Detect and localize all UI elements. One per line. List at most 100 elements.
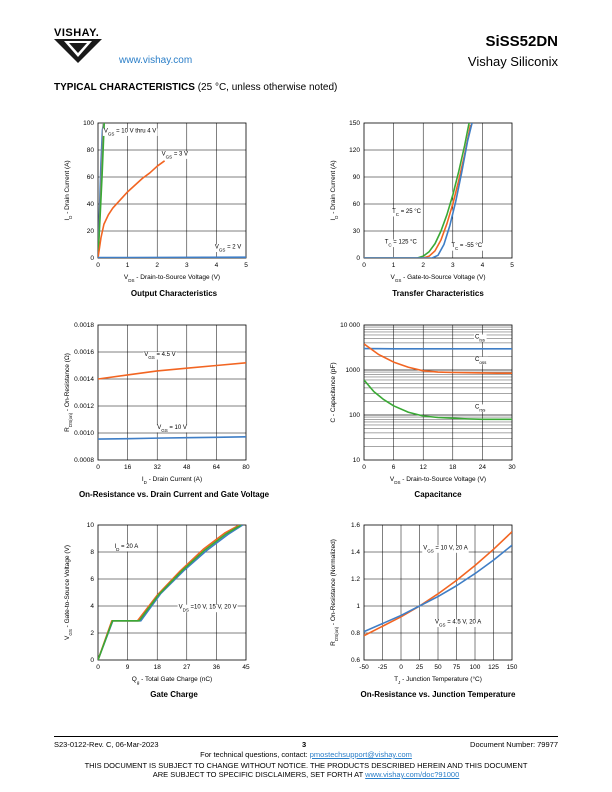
vishay-logo-mark bbox=[54, 39, 102, 63]
y-tick-label: 0.0018 bbox=[74, 322, 94, 329]
x-tick-label: 0 bbox=[96, 262, 100, 269]
chart-gate-charge: 0 9 18 27 36 45 0 2 4 6 8 10 Qg - Total Gate Charge … bbox=[64, 522, 250, 684]
y-tick-label: 0.6 bbox=[351, 657, 360, 664]
annotation-bg bbox=[156, 424, 188, 433]
plot-frame bbox=[97, 122, 247, 259]
annotation-bg bbox=[143, 352, 177, 360]
y-tick-label: 150 bbox=[349, 120, 360, 127]
plot-frame bbox=[363, 324, 513, 461]
y-axis-label: RDS(on) - On-Resistance (Normalized) bbox=[330, 539, 339, 646]
y-tick-label: 30 bbox=[353, 228, 361, 235]
chart-title-capacitance: Capacitance bbox=[414, 490, 462, 499]
footer-disclaimer-2: ARE SUBJECT TO SPECIFIC DISCLAIMERS, SET… bbox=[54, 770, 558, 779]
chart-annotation: TC = 125 °C bbox=[385, 240, 418, 248]
y-tick-label: 0.8 bbox=[351, 630, 360, 637]
y-tick-label: 0.0016 bbox=[74, 349, 94, 356]
x-tick-label: -25 bbox=[378, 664, 388, 671]
y-tick-label: 1000 bbox=[346, 367, 361, 374]
x-tick-label: 1 bbox=[126, 262, 130, 269]
annotation-bg bbox=[113, 543, 140, 552]
x-axis-label: TJ - Junction Temperature (°C) bbox=[394, 675, 482, 685]
series-line bbox=[364, 123, 473, 258]
website-link[interactable]: www.vishay.com bbox=[119, 55, 193, 66]
x-tick-label: 50 bbox=[434, 664, 442, 671]
x-axis-label: VGS - Gate-to-Source Voltage (V) bbox=[390, 274, 485, 283]
y-tick-label: 60 bbox=[87, 174, 95, 181]
chart-transfer: 0 1 2 3 4 5 0 30 60 90 120 150 VGS - Gate-to-Source … bbox=[330, 120, 514, 283]
y-tick-label: 8 bbox=[90, 549, 94, 556]
chart-title-transfer: Transfer Characteristics bbox=[392, 289, 484, 298]
y-tick-label: 20 bbox=[87, 228, 95, 235]
x-tick-label: 0 bbox=[96, 664, 100, 671]
x-tick-label: 100 bbox=[470, 664, 481, 671]
x-tick-label: 0 bbox=[362, 464, 366, 471]
y-axis-label: C - Capacitance (pF) bbox=[330, 362, 337, 422]
y-axis-label: VGS - Gate-to-Source Voltage (V) bbox=[64, 545, 73, 640]
series-line bbox=[98, 435, 246, 440]
x-tick-label: 2 bbox=[421, 262, 425, 269]
plot-frame bbox=[97, 324, 247, 461]
annotation-bg bbox=[434, 619, 483, 628]
part-number: SiSS52DN bbox=[485, 33, 558, 50]
annotation-bg bbox=[474, 404, 488, 412]
y-tick-label: 100 bbox=[349, 412, 360, 419]
x-tick-label: 80 bbox=[242, 464, 250, 471]
annotation-bg bbox=[213, 244, 243, 253]
chart-annotation: TC = 25 °C bbox=[392, 209, 422, 217]
brand-name: VISHAY. bbox=[54, 27, 100, 39]
series-line bbox=[364, 544, 512, 633]
y-tick-label: 10 bbox=[353, 457, 361, 464]
disclaimer-link[interactable]: www.vishay.com/doc?91000 bbox=[365, 770, 460, 779]
annotation-bg bbox=[177, 604, 238, 613]
y-axis-label: RDS(on) - On-Resistance (Ω) bbox=[64, 353, 73, 432]
chart-capacitance: 0 6 12 18 24 30 10 100 1000 10 000 VDS - Drain-to-… bbox=[330, 322, 516, 484]
annotation-bg bbox=[474, 334, 487, 343]
chart-ron-tj: -50 -25 0 25 50 75 100 125 150 0.6 0.8 1 1.2 1.4 1.6 TJ… bbox=[330, 522, 518, 685]
x-tick-label: 12 bbox=[420, 464, 428, 471]
y-tick-label: 80 bbox=[87, 147, 95, 154]
x-axis-label: ID - Drain Current (A) bbox=[142, 476, 202, 485]
y-tick-label: 90 bbox=[353, 174, 361, 181]
series-line bbox=[364, 379, 512, 421]
y-tick-label: 1.2 bbox=[351, 576, 360, 583]
y-tick-label: 0.0012 bbox=[74, 403, 94, 410]
x-tick-label: 3 bbox=[185, 262, 189, 269]
footer-doc-number: Document Number: 79977 bbox=[470, 740, 558, 749]
x-tick-label: 18 bbox=[154, 664, 162, 671]
support-email-link[interactable]: pmostechsupport@vishay.com bbox=[309, 750, 412, 759]
chart-title-ron-tj: On-Resistance vs. Junction Temperature bbox=[360, 690, 516, 699]
company-name: Vishay Siliconix bbox=[467, 54, 558, 69]
section-note: (25 °C, unless otherwise noted) bbox=[197, 82, 338, 93]
series-line bbox=[98, 123, 106, 258]
annotation-bg bbox=[160, 151, 190, 159]
y-tick-label: 10 000 bbox=[340, 322, 360, 329]
chart-annotation: VGS = 4.5 V bbox=[144, 352, 175, 360]
annotation-bg bbox=[383, 239, 419, 248]
x-tick-label: 3 bbox=[451, 262, 455, 269]
footer-contact: For technical questions, contact: pmoste… bbox=[54, 750, 558, 759]
series-line bbox=[98, 160, 166, 258]
footer-disclaimer-1: THIS DOCUMENT IS SUBJECT TO CHANGE WITHO… bbox=[84, 761, 528, 770]
chart-annotation: VGS = 3 V bbox=[162, 151, 188, 159]
chart-annotation: VGS = 4.5 V, 20 A bbox=[435, 620, 481, 628]
chart-annotation: TC = -55 °C bbox=[451, 243, 482, 251]
footer-rule bbox=[54, 736, 558, 737]
x-tick-label: 6 bbox=[392, 464, 396, 471]
chart-annotation: VDS =10 V, 15 V, 20 V bbox=[179, 605, 237, 613]
chart-title-output: Output Characteristics bbox=[130, 289, 218, 298]
x-tick-label: 5 bbox=[510, 262, 514, 269]
footer-page: 3 bbox=[302, 740, 307, 749]
x-tick-label: 0 bbox=[362, 262, 366, 269]
x-tick-label: 32 bbox=[154, 464, 162, 471]
footer-disclaimer-2-prefix: ARE SUBJECT TO SPECIFIC DISCLAIMERS, SET… bbox=[152, 770, 366, 779]
chart-annotation: Crss bbox=[475, 404, 486, 412]
annotation-bg bbox=[102, 128, 158, 136]
x-tick-label: 48 bbox=[183, 464, 191, 471]
x-tick-label: 4 bbox=[481, 262, 485, 269]
section-title: TYPICAL CHARACTERISTICS bbox=[54, 82, 195, 93]
footer-contact-prefix: For technical questions, contact: bbox=[200, 750, 310, 759]
plot-frame bbox=[363, 122, 513, 259]
chart-title-gate-charge: Gate Charge bbox=[150, 690, 198, 699]
series-line bbox=[364, 124, 472, 258]
x-tick-label: 64 bbox=[213, 464, 221, 471]
